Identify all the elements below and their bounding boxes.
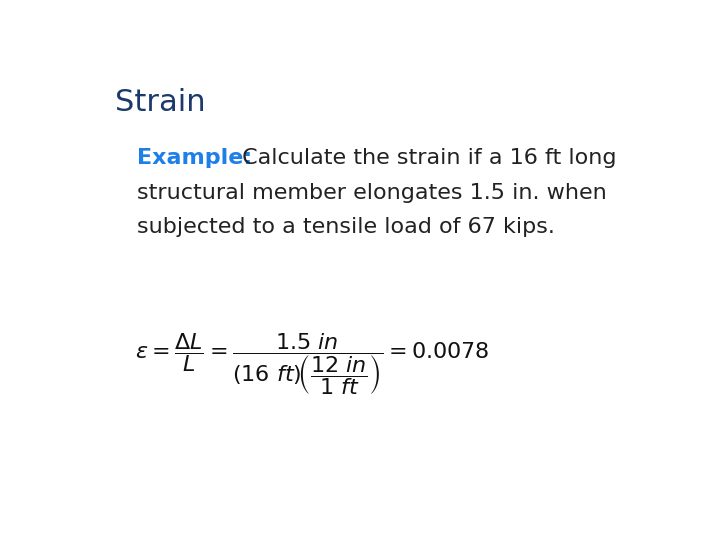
Text: $\varepsilon = \dfrac{\Delta L}{L} = \dfrac{1.5\ \mathit{in}}{(16\ \mathit{ft})\: $\varepsilon = \dfrac{\Delta L}{L} = \df… [135, 331, 489, 397]
Text: Strain: Strain [115, 87, 206, 117]
Text: Example:: Example: [138, 148, 253, 168]
Text: subjected to a tensile load of 67 kips.: subjected to a tensile load of 67 kips. [138, 217, 555, 237]
Text: Calculate the strain if a 16 ft long: Calculate the strain if a 16 ft long [235, 148, 616, 168]
Text: structural member elongates 1.5 in. when: structural member elongates 1.5 in. when [138, 183, 607, 203]
